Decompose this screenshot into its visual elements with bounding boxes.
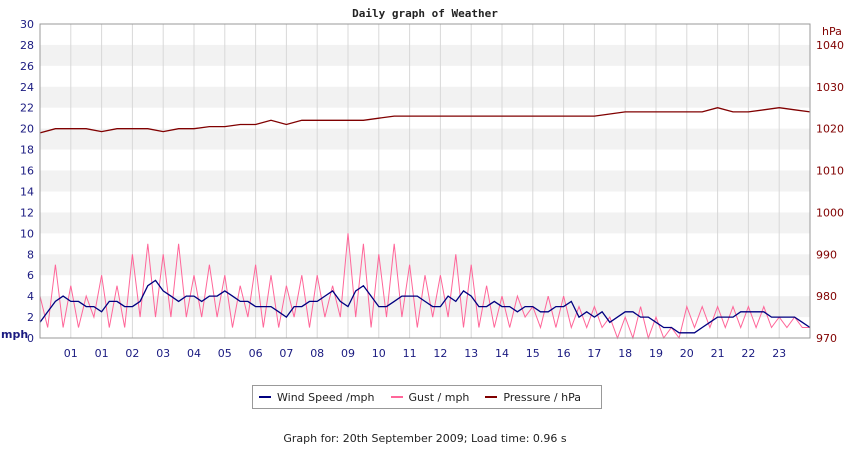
x-tick-label: 09 bbox=[341, 347, 355, 360]
x-tick-label: 06 bbox=[249, 347, 263, 360]
legend-swatch-gust bbox=[390, 396, 403, 398]
y-left-tick-label: 8 bbox=[27, 248, 34, 261]
y-right-tick-label: 1030 bbox=[816, 81, 844, 94]
y-right-tick-label: 1040 bbox=[816, 39, 844, 52]
legend-label-wind-speed: Wind Speed /mph bbox=[277, 390, 375, 404]
y-left-tick-label: 4 bbox=[27, 290, 34, 303]
series-line-wind-speed-mph bbox=[39, 279, 811, 334]
plot-frame bbox=[39, 23, 811, 339]
x-tick-label: 16 bbox=[557, 347, 571, 360]
series-line-gust-mph bbox=[39, 233, 810, 340]
x-tick-label: 17 bbox=[587, 347, 601, 360]
legend-swatch-pressure bbox=[485, 396, 498, 398]
y-right-tick-label: 1010 bbox=[816, 165, 844, 178]
legend-label-gust: Gust / mph bbox=[408, 390, 470, 404]
x-tick-label: 21 bbox=[711, 347, 725, 360]
x-tick-label: 10 bbox=[372, 347, 386, 360]
grid-band bbox=[40, 212, 810, 234]
x-tick-label: 14 bbox=[495, 347, 509, 360]
chart-title: Daily graph of Weather bbox=[352, 7, 498, 20]
grid-band bbox=[40, 296, 810, 318]
y-left-tick-label: 18 bbox=[20, 144, 34, 157]
y-right-tick-label: 980 bbox=[816, 290, 837, 303]
y-left-tick-label: 22 bbox=[20, 102, 34, 115]
y-left-tick-label: 26 bbox=[20, 60, 34, 73]
x-tick-label: 07 bbox=[279, 347, 293, 360]
y-left-tick-label: 24 bbox=[20, 81, 34, 94]
y-left-tick-label: 10 bbox=[20, 227, 34, 240]
x-tick-label: 23 bbox=[772, 347, 786, 360]
x-tick-label: 20 bbox=[680, 347, 694, 360]
grid-band bbox=[40, 170, 810, 192]
x-tick-label: 03 bbox=[156, 347, 170, 360]
series-line-pressure-hpa bbox=[39, 107, 811, 134]
legend-item-wind-speed: Wind Speed /mph bbox=[259, 391, 375, 404]
x-tick-label: 15 bbox=[526, 347, 540, 360]
y-right-tick-label: 1000 bbox=[816, 206, 844, 219]
y-left-tick-label: 14 bbox=[20, 185, 34, 198]
y-left-tick-label: 0 bbox=[27, 332, 34, 345]
x-tick-label: 02 bbox=[125, 347, 139, 360]
y-left-unit: mph bbox=[1, 328, 28, 341]
x-tick-label: 01 bbox=[95, 347, 109, 360]
x-tick-label: 04 bbox=[187, 347, 201, 360]
y-left-tick-label: 2 bbox=[27, 311, 34, 324]
x-tick-label: 08 bbox=[310, 347, 324, 360]
grid-band bbox=[40, 86, 810, 108]
legend-label-pressure: Pressure / hPa bbox=[503, 390, 581, 404]
y-left-tick-label: 28 bbox=[20, 39, 34, 52]
footer-status: Graph for: 20th September 2009; Load tim… bbox=[283, 432, 567, 445]
y-left-tick-label: 16 bbox=[20, 165, 34, 178]
y-right-tick-label: 1020 bbox=[816, 123, 844, 136]
y-left-tick-label: 12 bbox=[20, 206, 34, 219]
y-right-tick-label: 970 bbox=[816, 332, 837, 345]
x-tick-label: 12 bbox=[433, 347, 447, 360]
x-tick-label: 22 bbox=[741, 347, 755, 360]
x-tick-label: 19 bbox=[649, 347, 663, 360]
x-tick-label: 11 bbox=[403, 347, 417, 360]
legend-item-pressure: Pressure / hPa bbox=[485, 391, 581, 404]
x-tick-label: 13 bbox=[464, 347, 478, 360]
grid-band bbox=[40, 254, 810, 276]
y-left-tick-label: 20 bbox=[20, 123, 34, 136]
y-right-tick-label: 990 bbox=[816, 248, 837, 261]
legend-swatch-wind-speed bbox=[259, 396, 271, 398]
y-right-unit: hPa bbox=[822, 25, 842, 38]
x-tick-label: 18 bbox=[618, 347, 632, 360]
x-tick-label: 05 bbox=[218, 347, 232, 360]
chart-legend: Wind Speed /mph Gust / mph Pressure / hP… bbox=[252, 385, 602, 409]
y-left-tick-label: 30 bbox=[20, 18, 34, 31]
y-left-tick-label: 6 bbox=[27, 269, 34, 282]
grid-band bbox=[40, 128, 810, 150]
legend-item-gust: Gust / mph bbox=[390, 390, 470, 404]
x-tick-label: 01 bbox=[64, 347, 78, 360]
grid-band bbox=[40, 44, 810, 66]
